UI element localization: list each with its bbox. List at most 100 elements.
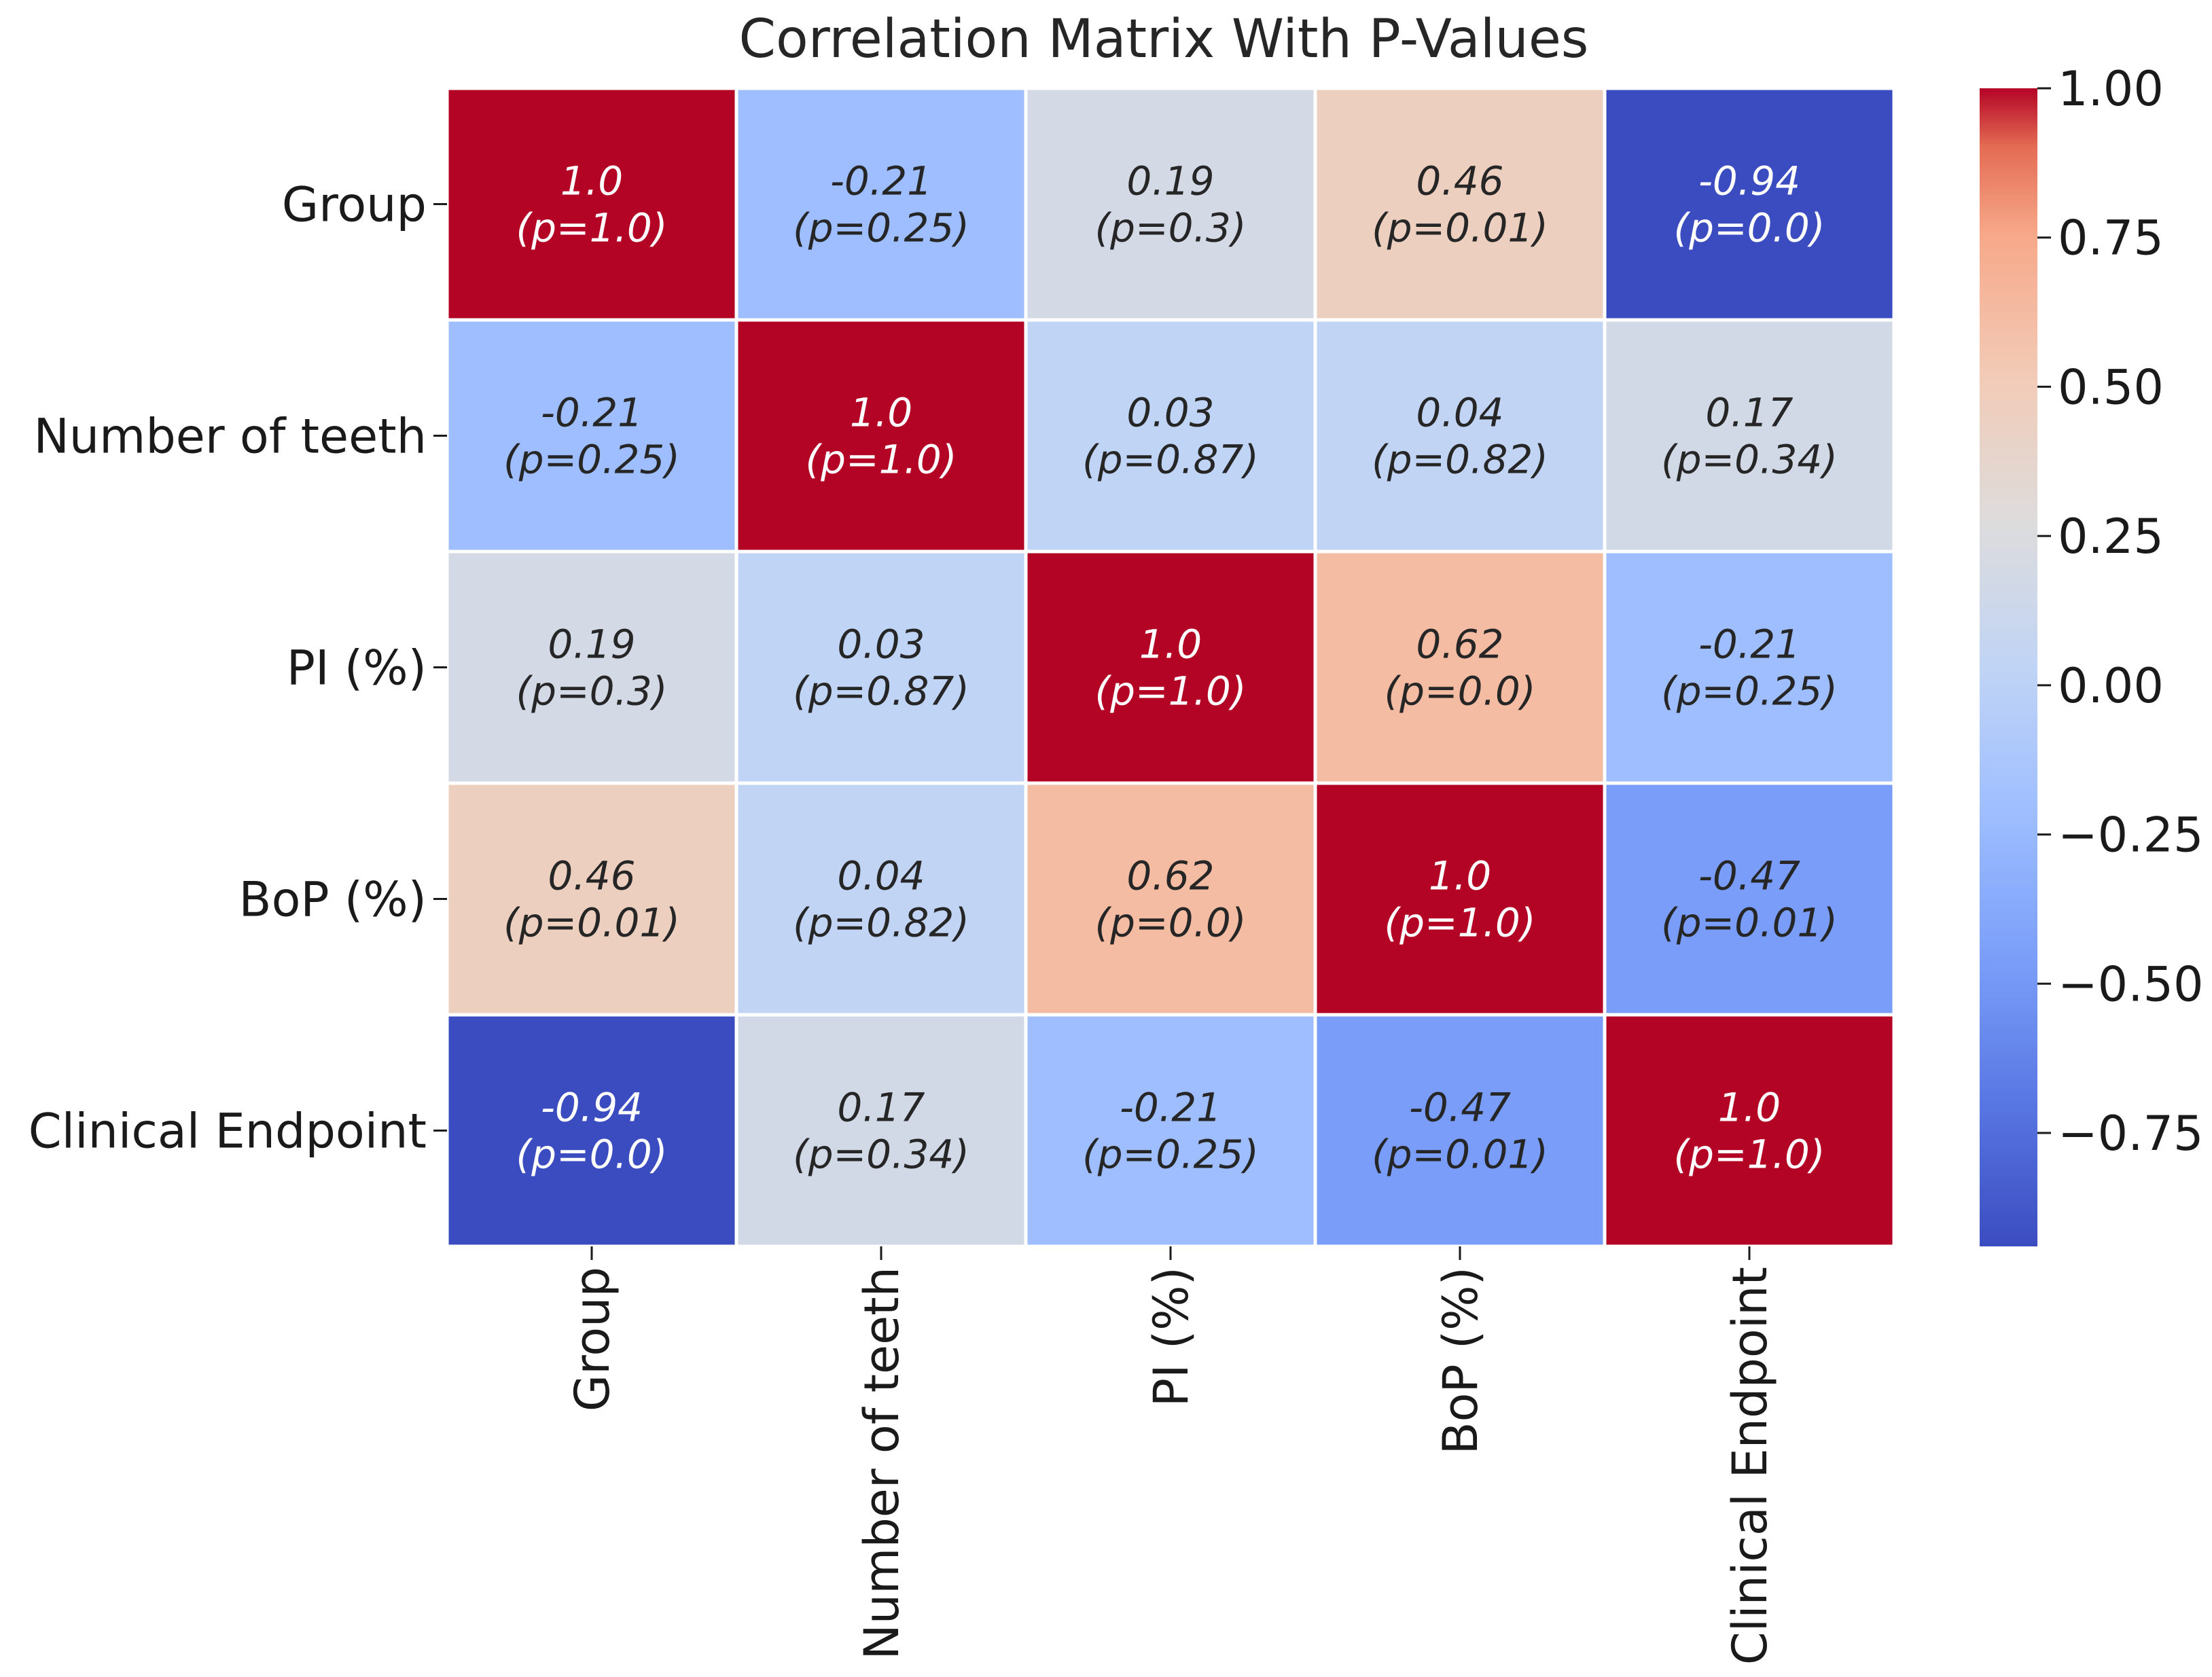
row-label: Group — [282, 177, 427, 233]
cell-value-label: 1.0 — [850, 390, 912, 436]
cell-value-label: 0.62 — [1126, 853, 1214, 899]
heatmap-cell — [1024, 86, 1317, 322]
heatmap-cell — [734, 318, 1028, 554]
cell-pvalue-label: (p=0.34) — [1661, 437, 1838, 483]
heatmap-cell — [1024, 1013, 1317, 1248]
column-label: BoP (%) — [1433, 1267, 1488, 1454]
heatmap-cell — [1603, 549, 1896, 785]
colorbar-tick-label: 0.25 — [2058, 509, 2164, 564]
cell-pvalue-label: (p=1.0) — [1674, 1132, 1825, 1178]
cell-value-label: 1.0 — [1429, 853, 1491, 899]
colorbar-tick-label: 0.75 — [2058, 211, 2164, 266]
row-label: Number of teeth — [33, 409, 427, 465]
cell-value-label: 0.62 — [1416, 621, 1503, 668]
cell-value-label: -0.21 — [541, 390, 643, 436]
heatmap-cell — [1313, 318, 1607, 554]
cell-value-label: 0.04 — [1416, 390, 1503, 436]
cell-value-label: 0.03 — [1126, 390, 1214, 436]
heatmap-cell — [445, 781, 738, 1017]
heatmap-cell — [734, 1013, 1028, 1248]
heatmap-cell — [445, 1013, 738, 1248]
heatmap-cell — [1313, 1013, 1607, 1248]
cell-value-label: -0.21 — [1120, 1085, 1221, 1131]
cell-value-label: 0.19 — [1126, 158, 1214, 204]
heatmap-cell — [1313, 549, 1607, 785]
cell-pvalue-label: (p=1.0) — [516, 205, 668, 251]
cell-value-label: 0.17 — [837, 1085, 925, 1131]
cell-pvalue-label: (p=0.3) — [516, 668, 668, 715]
heatmap-cell — [1603, 781, 1896, 1017]
column-label: Number of teeth — [854, 1267, 910, 1660]
cell-value-label: 1.0 — [1139, 621, 1202, 668]
heatmap-cell — [1603, 86, 1896, 322]
column-label: Clinical Endpoint — [1722, 1267, 1778, 1665]
colorbar-tick-label: 0.00 — [2058, 658, 2164, 714]
cell-pvalue-label: (p=1.0) — [806, 437, 957, 483]
heatmap-cell — [1024, 318, 1317, 554]
colorbar-tick-label: −0.25 — [2058, 808, 2204, 863]
column-labels: Group Number of teeth PI (%) BoP (%) Clinica… — [565, 1246, 1778, 1665]
colorbar-tick-label: −0.50 — [2058, 956, 2204, 1012]
cell-value-label: 1.0 — [560, 158, 623, 204]
cell-pvalue-label: (p=1.0) — [1385, 900, 1536, 946]
cell-pvalue-label: (p=0.87) — [793, 668, 969, 715]
heatmap-cell — [445, 86, 738, 322]
cell-value-label: -0.47 — [1698, 853, 1800, 899]
chart-title: Correlation Matrix With P-Values — [739, 9, 1589, 70]
cell-pvalue-label: (p=0.01) — [1372, 205, 1548, 251]
cell-value-label: -0.21 — [1698, 621, 1800, 668]
cell-pvalue-label: (p=0.01) — [1372, 1132, 1548, 1178]
heatmap-cell — [445, 549, 738, 785]
colorbar: 1.00 0.75 0.50 0.25 0.00 −0.25 −0.50 −0.75 — [1980, 61, 2204, 1246]
cell-pvalue-label: (p=0.0) — [1674, 205, 1825, 251]
cell-value-label: -0.21 — [830, 158, 932, 204]
heatmap-cell — [1603, 1013, 1896, 1248]
colorbar-tick-label: 0.50 — [2058, 359, 2164, 415]
cell-pvalue-label: (p=0.0) — [516, 1132, 668, 1178]
colorbar-tick-label: −0.75 — [2058, 1106, 2204, 1161]
cell-value-label: 1.0 — [1718, 1085, 1781, 1131]
cell-value-label: 0.46 — [548, 853, 635, 899]
cell-pvalue-label: (p=0.0) — [1095, 900, 1247, 946]
cell-pvalue-label: (p=0.25) — [1082, 1132, 1259, 1178]
heatmap-cell — [734, 549, 1028, 785]
cell-value-label: -0.47 — [1409, 1085, 1511, 1131]
colorbar-gradient — [1980, 88, 2037, 1246]
cell-value-label: 0.04 — [837, 853, 925, 899]
cell-pvalue-label: (p=1.0) — [1095, 668, 1247, 715]
cell-pvalue-label: (p=0.01) — [503, 900, 680, 946]
heatmap-cell — [1313, 86, 1607, 322]
cell-pvalue-label: (p=0.87) — [1082, 437, 1259, 483]
cell-pvalue-label: (p=0.82) — [793, 900, 969, 946]
heatmap-cell — [1024, 781, 1317, 1017]
cell-pvalue-label: (p=0.01) — [1661, 900, 1838, 946]
cell-value-label: 0.19 — [548, 621, 635, 668]
cell-pvalue-label: (p=0.82) — [1372, 437, 1548, 483]
cell-value-label: -0.94 — [1698, 158, 1800, 204]
cell-pvalue-label: (p=0.25) — [503, 437, 680, 483]
cell-pvalue-label: (p=0.3) — [1095, 205, 1247, 251]
heatmap-cells: 1.0(p=1.0)-0.21(p=0.25)0.19(p=0.3)0.46(p… — [445, 86, 1896, 1248]
heatmap-cell — [1024, 549, 1317, 785]
heatmap-cell — [445, 318, 738, 554]
row-labels: Group Number of teeth PI (%) BoP (%) Clinica… — [29, 177, 447, 1159]
cell-pvalue-label: (p=0.25) — [1661, 668, 1838, 715]
cell-value-label: 0.03 — [837, 621, 925, 668]
cell-value-label: 0.17 — [1705, 390, 1793, 436]
column-label: Group — [565, 1267, 620, 1411]
row-label: Clinical Endpoint — [29, 1104, 427, 1159]
heatmap-cell — [734, 781, 1028, 1017]
row-label: PI (%) — [287, 641, 427, 696]
heatmap-cell — [1603, 318, 1896, 554]
cell-value-label: -0.94 — [541, 1085, 643, 1131]
heatmap-cell — [734, 86, 1028, 322]
colorbar-tick-label: 1.00 — [2058, 61, 2164, 117]
row-label: BoP (%) — [239, 872, 427, 928]
cell-pvalue-label: (p=0.25) — [793, 205, 969, 251]
cell-pvalue-label: (p=0.34) — [793, 1132, 969, 1178]
heatmap-cell — [1313, 781, 1607, 1017]
cell-pvalue-label: (p=0.0) — [1385, 668, 1536, 715]
cell-value-label: 0.46 — [1416, 158, 1503, 204]
column-label: PI (%) — [1143, 1267, 1199, 1407]
